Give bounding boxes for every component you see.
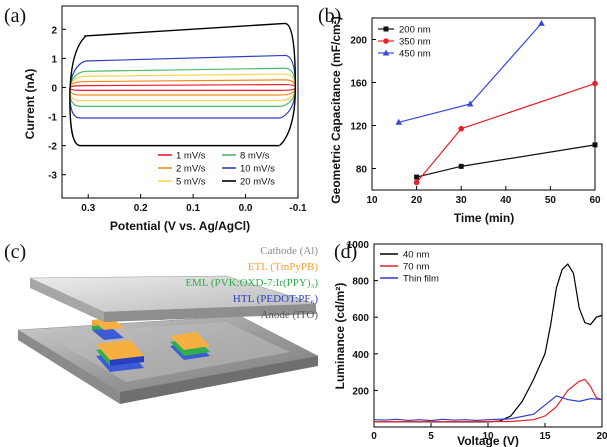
cathode-plate-edge-front: [104, 304, 316, 322]
luminance-x-tick-label: 15: [539, 431, 551, 442]
cv-curve-2mvs: [69, 79, 296, 96]
luminance-y-tick-label: 600: [352, 313, 369, 324]
cv-legend-label: 2 mV/s: [176, 164, 206, 175]
layer-label-eml: EML (PVK:OXD-7:Ir(PPY)₃): [185, 277, 318, 289]
cv-y-axis-label: Current (nA): [23, 69, 37, 140]
luminance-legend-label: 40 nm: [403, 250, 429, 261]
cv-x-axis-label: Potential (V vs. Ag/AgCl): [110, 219, 250, 233]
capacitance-x-tick-label: 50: [545, 195, 557, 206]
cv-legend-label: 1 mV/s: [176, 151, 206, 162]
capacitance-point-350nm: [413, 179, 420, 186]
oled-device-illustration: Cathode (Al) ETL (TmPyPB) EML (PVK:OXD-7…: [17, 245, 319, 404]
cv-x-tick-label: 0.2: [134, 203, 148, 214]
capacitance-legend-marker: [383, 26, 389, 32]
capacitance-point-350nm: [458, 125, 465, 132]
luminance-y-tick-label: 1000: [347, 240, 370, 251]
capacitance-point-450nm: [395, 118, 403, 125]
capacitance-x-axis-label: Time (min): [454, 211, 514, 225]
capacitance-plot-frame: [371, 17, 596, 191]
cv-curve-10mvs: [69, 54, 296, 119]
capacitance-line-350nm: [416, 83, 596, 183]
substrate-edge-front: [120, 356, 318, 404]
capacitance-y-tick-label: 200: [350, 36, 367, 47]
panel-b-label: (b): [318, 5, 341, 27]
substrate-edge-left: [18, 330, 120, 404]
luminance-y-tick-label: 800: [352, 277, 369, 288]
luminance-x-tick-label: 0: [371, 431, 377, 442]
luminance-curve-thinfilm: [373, 395, 603, 422]
capacitance-point-200nm: [414, 174, 420, 180]
luminance-y-axis-label: Luminance (cd/m²): [333, 283, 347, 390]
cv-legend: 1 mV/s 8 mV/s 2 mV/s 10 mV/s 5 mV/s 20 mV/s: [158, 151, 275, 188]
capacitance-point-200nm: [458, 163, 464, 169]
device-stack-right: [170, 332, 210, 360]
layer-label-cathode: Cathode (Al): [260, 245, 318, 257]
cv-y-tick-label: 2: [51, 25, 57, 36]
cv-curve-20mvs: [69, 22, 297, 147]
capacitance-y-tick-label: 160: [350, 79, 367, 90]
cv-legend-label: 5 mV/s: [176, 177, 206, 188]
cv-x-tick-label: 0.1: [186, 203, 200, 214]
capacitance-x-tick-label: 10: [366, 195, 378, 206]
cv-legend-label: 10 mV/s: [240, 164, 275, 175]
layer-label-etl: ETL (TmPyPB): [248, 261, 319, 273]
capacitance-x-tick-label: 60: [589, 195, 601, 206]
capacitance-point-450nm: [538, 19, 545, 26]
cv-curve-1mvs: [69, 83, 296, 91]
capacitance-y-axis-label: Geometric Capacitance (mF/cm²): [329, 16, 343, 203]
luminance-legend-label: 70 nm: [403, 262, 429, 273]
cv-plot-frame: [61, 5, 299, 199]
layer-label-anode: Anode (ITO): [260, 309, 318, 321]
capacitance-x-tick-label: 30: [456, 195, 468, 206]
luminance-x-axis-label: Voltage (V): [457, 434, 519, 447]
luminance-y-tick-label: 200: [352, 386, 369, 397]
layer-label-htl: HTL (PEDOT:PF₆): [233, 293, 318, 305]
cv-legend-label: 20 mV/s: [240, 177, 275, 188]
cv-y-tick-label: 1: [51, 54, 57, 65]
cv-x-tick-label: 0.3: [81, 203, 95, 214]
capacitance-legend-marker: [383, 38, 389, 44]
cv-y-tick-label: 0: [51, 83, 57, 94]
luminance-x-tick-label: 5: [428, 431, 434, 442]
cv-x-tick-label: -0.1: [289, 203, 307, 214]
cv-curve-5mvs: [69, 73, 296, 102]
device-stack-front: [96, 340, 144, 372]
luminance-y-tick-label: 400: [352, 350, 369, 361]
capacitance-y-tick-label: 80: [356, 165, 368, 176]
capacitance-y-tick-label: 120: [350, 122, 367, 133]
capacitance-legend-marker: [382, 49, 390, 56]
capacitance-legend-label: 350 nm: [399, 37, 431, 48]
panel-c-label: (c): [4, 241, 26, 263]
capacitance-point-350nm: [592, 80, 598, 87]
capacitance-point-450nm: [466, 100, 474, 107]
luminance-curve-70nm: [373, 378, 603, 423]
luminance-x-tick-label: 20: [596, 431, 607, 442]
cv-chart: 0.3 0.2 0.1 0.0 -0.1 2 1 0 -1 -2 -3 1 mV/s 8 mV/s 2 …: [23, 5, 307, 233]
cv-y-tick-label: -1: [48, 113, 57, 124]
capacitance-legend-label: 450 nm: [399, 49, 431, 60]
cv-legend-label: 8 mV/s: [240, 151, 270, 162]
cv-y-tick-label: -2: [48, 142, 57, 153]
luminance-curve-40nm: [374, 263, 603, 423]
panel-d-label: (d): [334, 241, 357, 263]
capacitance-legend-label: 200 nm: [399, 25, 431, 36]
luminance-x-tick-label: 10: [482, 431, 494, 442]
panel-a-label: (a): [4, 5, 26, 27]
luminance-legend-label: Thin film: [403, 274, 439, 285]
cv-y-tick-label: -3: [48, 171, 57, 182]
capacitance-x-tick-label: 20: [411, 195, 423, 206]
capacitance-x-tick-label: 40: [500, 195, 512, 206]
cv-x-tick-label: 0.0: [239, 203, 253, 214]
cathode-plate-edge-left: [30, 278, 104, 322]
